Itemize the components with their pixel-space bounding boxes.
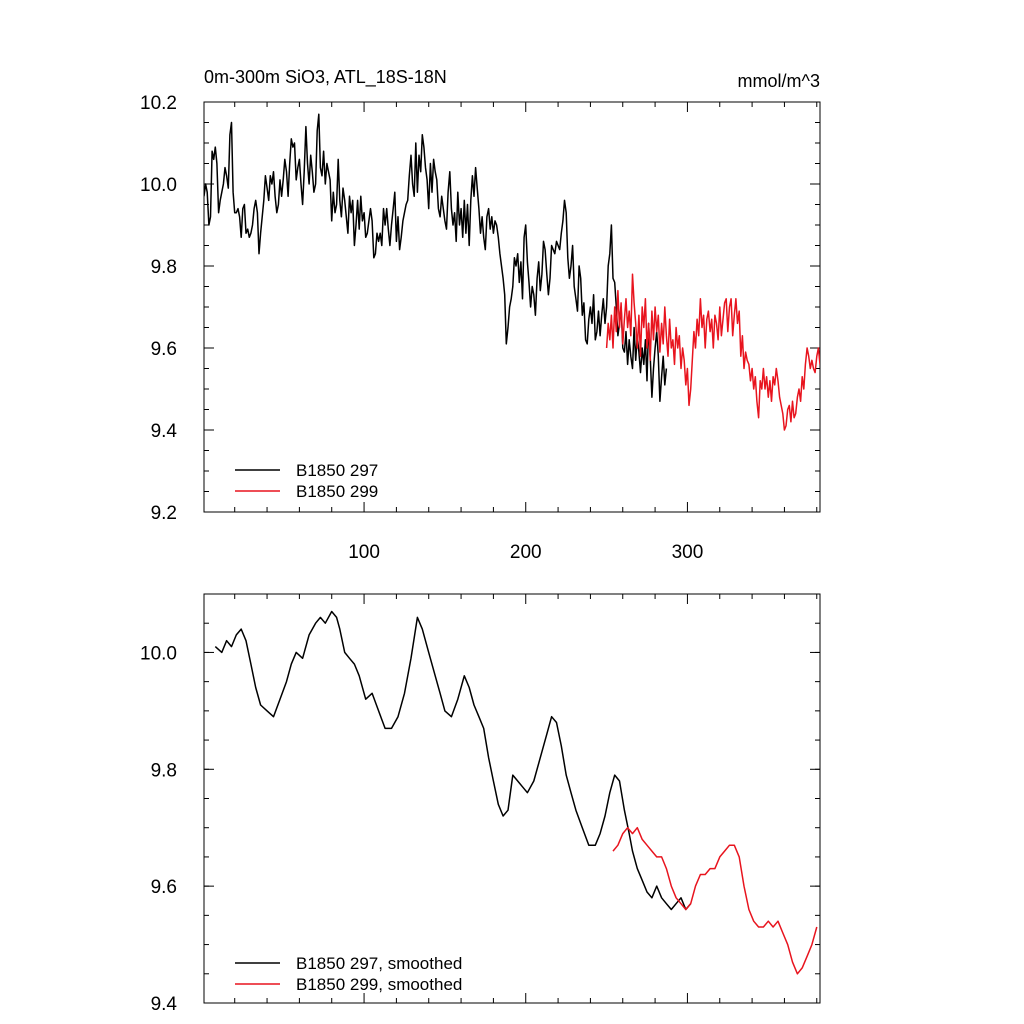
legend-label-2: B1850 299 xyxy=(296,482,378,501)
x-tick-label: 200 xyxy=(510,542,542,563)
y-tick-label: 10.0 xyxy=(140,175,177,196)
legend-label-1: B1850 297, smoothed xyxy=(296,954,462,973)
plot-frame xyxy=(203,593,821,1004)
x-tick-label: 300 xyxy=(672,542,704,563)
legend-label-2: B1850 299, smoothed xyxy=(296,975,462,994)
y-tick-label: 10.2 xyxy=(140,93,177,114)
series-line-1 xyxy=(204,113,668,403)
x-tick-label: 100 xyxy=(348,542,380,563)
y-tick-label: 9.4 xyxy=(151,994,178,1015)
units-label: mmol/m^3 xyxy=(738,71,820,91)
y-tick-label: 9.8 xyxy=(151,257,177,278)
series-line-2 xyxy=(605,273,820,431)
series-line-1 xyxy=(214,610,692,911)
chart-title: 0m-300m SiO3, ATL_18S-18N xyxy=(204,67,447,88)
legend-label-1: B1850 297 xyxy=(296,461,378,480)
top-panel: 9.2 9.4 9.6 9.8 10.0 10.2 100 200 300 0m-300m SiO… xyxy=(140,67,821,563)
series-line-2 xyxy=(612,826,818,975)
y-tick-label: 9.6 xyxy=(151,877,177,898)
plot-frame xyxy=(203,101,821,513)
y-tick-label: 10.0 xyxy=(140,643,177,664)
y-tick-label: 9.2 xyxy=(151,503,177,524)
y-tick-label: 9.4 xyxy=(151,421,178,442)
y-tick-label: 9.8 xyxy=(151,760,177,781)
y-tick-label: 9.6 xyxy=(151,339,177,360)
bottom-panel: 9.4 9.6 9.8 10.0 B1850 297, smoothed B1850 29… xyxy=(140,593,821,1015)
